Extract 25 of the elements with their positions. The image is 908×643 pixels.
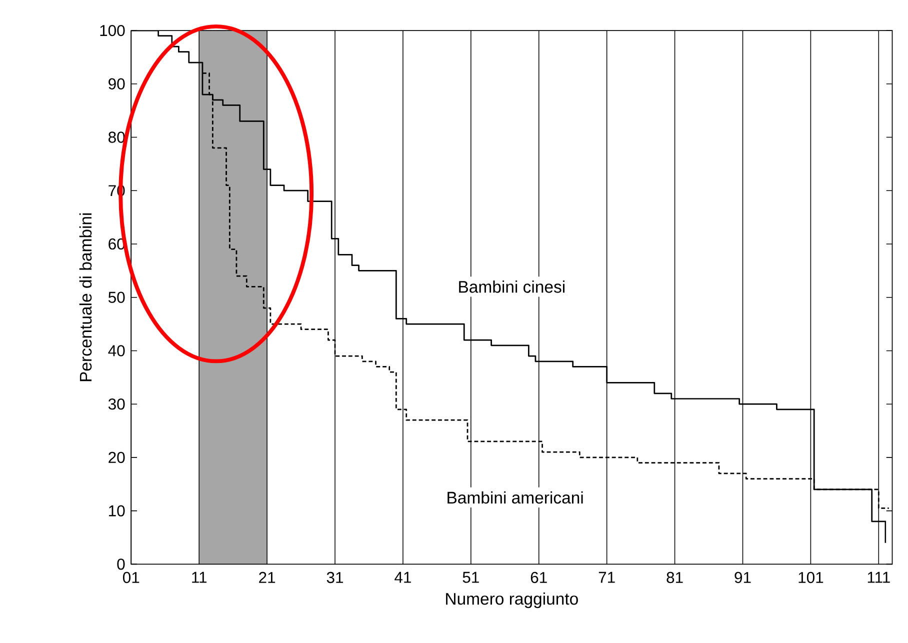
x-axis-title: Numero raggiunto (446, 592, 578, 608)
y-tick-label: 0 (117, 558, 125, 570)
series-label: Bambini cinesi (459, 280, 564, 293)
x-tick-label: 111 (868, 572, 890, 583)
y-tick-label: 10 (109, 505, 125, 516)
y-tick-label: 90 (108, 78, 125, 90)
x-tick-label: 11 (192, 572, 206, 583)
x-tick-label: 71 (598, 572, 615, 583)
x-tick-label: 81 (666, 572, 683, 584)
y-tick-label: 30 (108, 398, 125, 410)
x-tick-label: 31 (326, 572, 343, 584)
y-axis-title: Percentuale di bambini (79, 213, 92, 382)
y-tick-label: 50 (108, 292, 125, 303)
x-tick-label: 101 (798, 572, 824, 584)
x-tick-label: 21 (259, 572, 276, 583)
x-tick-label: 51 (462, 572, 479, 583)
y-tick-label: 100 (100, 24, 125, 36)
y-tick-label: 40 (108, 345, 125, 356)
y-tick-label: 80 (108, 132, 125, 143)
x-tick-label: 41 (394, 572, 411, 583)
x-tick-label: 91 (734, 572, 751, 584)
text: Bambini americani (448, 491, 583, 504)
x-tick-label: 01 (122, 572, 140, 584)
x-tick-label: 61 (530, 572, 547, 584)
y-tick-label: 20 (108, 452, 125, 464)
